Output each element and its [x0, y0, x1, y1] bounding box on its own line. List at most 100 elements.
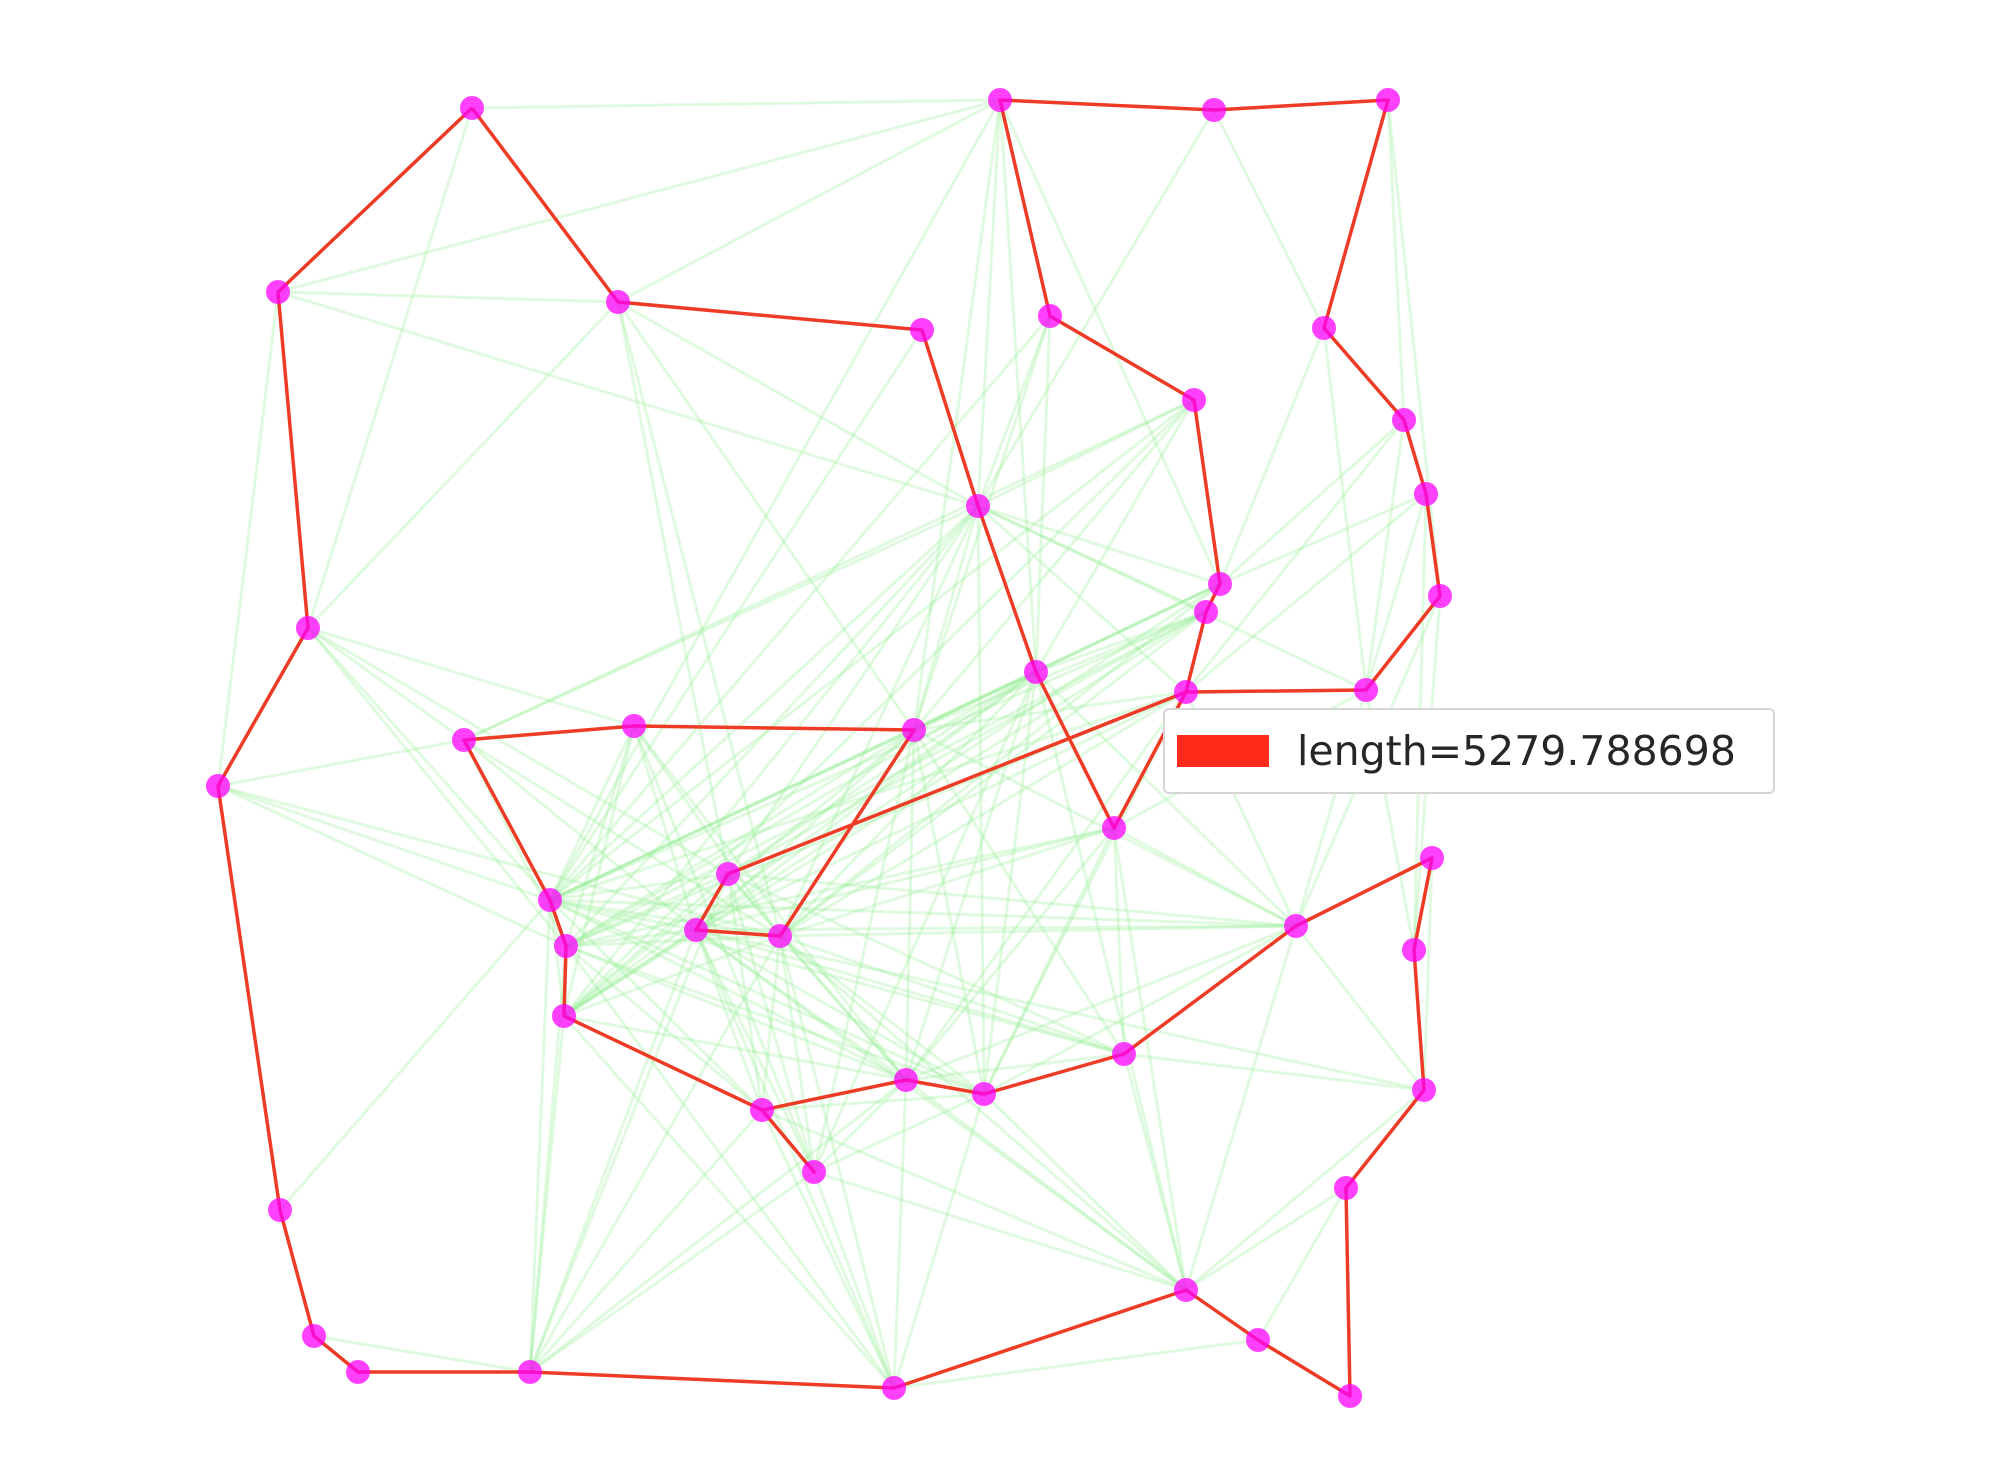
background-edge	[306, 627, 568, 947]
node-0	[460, 96, 484, 120]
background-edge	[812, 729, 916, 1173]
background-edge	[528, 1109, 764, 1373]
background-edge	[562, 725, 636, 1017]
node-40	[1334, 1176, 1358, 1200]
background-edge	[779, 934, 1125, 1056]
node-15	[1428, 584, 1452, 608]
background-edge	[528, 873, 730, 1373]
background-edge	[463, 504, 979, 742]
background-edge	[564, 945, 896, 1389]
background-edge	[632, 725, 698, 931]
node-13	[1208, 572, 1232, 596]
background-edge	[549, 872, 729, 902]
background-edge	[812, 1171, 896, 1389]
background-edge	[1122, 1053, 1188, 1291]
node-12	[966, 494, 990, 518]
background-edge	[563, 1014, 907, 1082]
background-edge	[217, 784, 781, 938]
background-edge	[812, 1078, 908, 1174]
background-edge	[217, 784, 551, 902]
tour-path-group	[216, 98, 1442, 1398]
background-edge	[565, 928, 697, 948]
background-edge	[983, 924, 1297, 1096]
background-edge	[695, 928, 985, 1096]
background-edge	[564, 504, 980, 948]
background-edge	[778, 505, 980, 937]
legend-swatch	[1177, 735, 1269, 767]
node-6	[910, 318, 934, 342]
background-edge	[278, 899, 552, 1211]
background-edge	[977, 504, 1207, 614]
background-edge	[1256, 1187, 1348, 1341]
background-edge	[779, 582, 1221, 938]
background-edge	[905, 924, 1297, 1082]
background-edge	[779, 934, 1187, 1292]
legend-label: length=5279.788698	[1297, 727, 1736, 775]
background-edge	[562, 1015, 896, 1389]
background-edge	[1184, 419, 1406, 693]
background-edge	[307, 626, 729, 876]
background-edge	[563, 928, 697, 1018]
background-edge	[778, 935, 908, 1081]
node-11	[1414, 482, 1438, 506]
background-edge	[565, 944, 985, 1096]
background-edge	[982, 1092, 1188, 1292]
background-edge	[548, 99, 1002, 901]
background-edge	[905, 1052, 1125, 1082]
background-edge	[727, 670, 1037, 876]
node-42	[1174, 1278, 1198, 1302]
node-43	[302, 1324, 326, 1348]
background-edge	[563, 582, 1221, 1018]
background-edge	[1112, 827, 1126, 1055]
node-37	[1412, 1078, 1436, 1102]
background-edge	[695, 928, 1125, 1056]
node-4	[266, 280, 290, 304]
background-edge	[563, 610, 1207, 1018]
background-edge	[562, 398, 1196, 1018]
node-9	[1182, 388, 1206, 412]
background-edge	[727, 872, 1297, 928]
background-edge	[1386, 99, 1442, 597]
background-edge	[1113, 826, 1297, 928]
node-18	[1174, 680, 1198, 704]
background-edge	[1212, 109, 1326, 329]
background-edge	[1219, 492, 1427, 586]
background-edge	[306, 300, 620, 630]
node-33	[552, 1004, 576, 1028]
background-edge	[778, 935, 816, 1173]
node-48	[1338, 1384, 1362, 1408]
node-23	[206, 774, 230, 798]
background-edge	[904, 691, 1188, 1081]
background-edge	[617, 300, 979, 508]
node-31	[554, 934, 578, 958]
background-edge	[779, 826, 1115, 938]
node-29	[768, 924, 792, 948]
background-edge	[695, 826, 1115, 932]
node-34	[1112, 1042, 1136, 1066]
background-edge	[1364, 493, 1428, 691]
background-edge	[632, 725, 782, 937]
background-edge	[913, 610, 1207, 732]
background-edge	[727, 872, 1125, 1056]
background-edge	[694, 929, 764, 1111]
background-edge	[812, 671, 1038, 1173]
background-edge	[549, 898, 1297, 928]
background-edge	[564, 725, 636, 947]
background-edge	[695, 928, 1187, 1292]
node-28	[684, 918, 708, 942]
node-21	[622, 714, 646, 738]
background-edge	[529, 1170, 815, 1374]
background-edge	[977, 504, 1187, 694]
background-edge	[548, 899, 566, 1017]
background-edge	[471, 98, 1001, 110]
background-edge	[565, 670, 1037, 948]
background-edge	[1219, 418, 1405, 586]
background-edge	[694, 929, 896, 1389]
background-edge	[904, 827, 1116, 1081]
background-edge	[549, 690, 1187, 902]
background-edge	[616, 301, 916, 731]
background-edge	[563, 934, 781, 1018]
background-edge	[1322, 327, 1368, 691]
node-24	[1102, 816, 1126, 840]
background-edge	[1034, 315, 1052, 673]
